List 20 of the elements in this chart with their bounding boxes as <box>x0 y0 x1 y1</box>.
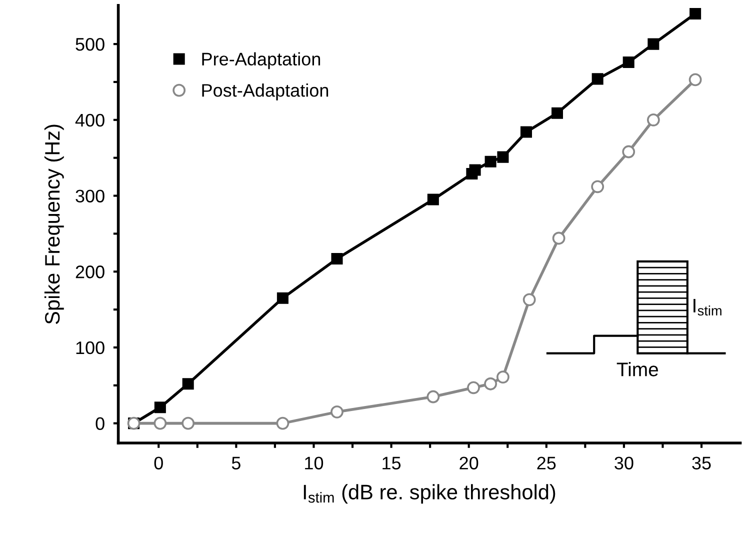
x-tick-label: 25 <box>537 456 556 470</box>
y-tick-label: 500 <box>76 38 104 51</box>
x-axis-title: I$_{stim}$ (dB re. spike threshold) <box>304 484 556 504</box>
y-tick-label: 400 <box>75 114 104 127</box>
x-tick-label: 0 <box>154 456 163 470</box>
y-tick-label: 0 <box>96 417 104 430</box>
y-tick-label: 100 <box>76 341 104 354</box>
legend-label: Post-Adaptation <box>202 84 328 100</box>
y-tick-label: 200 <box>76 266 104 278</box>
x-tick-label: 10 <box>305 456 324 470</box>
x-tick-label: 30 <box>614 456 634 470</box>
annotation: Time <box>616 362 658 376</box>
x-tick-label: 20 <box>460 456 478 470</box>
y-axis-title: Spike Frequency (Hz) <box>44 124 64 324</box>
annotation: I$_{stim}$ <box>694 298 722 316</box>
legend-label: Pre-Adaptation <box>202 52 320 70</box>
x-tick-label: 15 <box>382 456 401 470</box>
y-tick-label: 300 <box>76 190 104 202</box>
x-tick-label: 35 <box>692 456 711 470</box>
x-tick-label: 5 <box>232 456 240 470</box>
